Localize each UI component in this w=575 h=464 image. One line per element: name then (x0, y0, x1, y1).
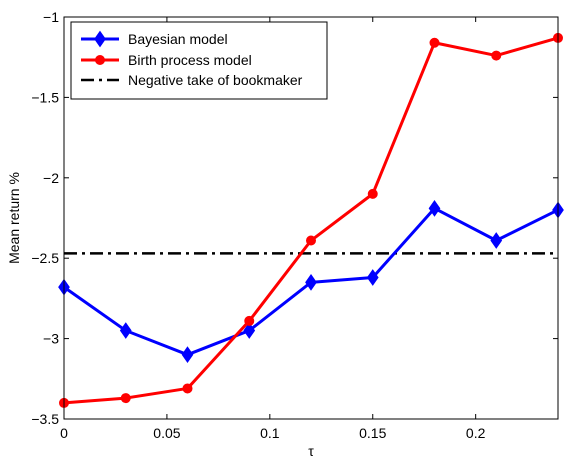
data-point (366, 269, 379, 286)
y-tick-label: −1.5 (31, 89, 59, 105)
legend-marker (95, 55, 105, 65)
data-point (428, 199, 441, 217)
data-point (119, 322, 132, 339)
y-tick-label: −3.5 (31, 411, 59, 427)
y-axis-label: Mean return % (6, 172, 22, 264)
x-tick-label: 0 (60, 425, 68, 441)
y-tick-label: −3 (43, 331, 59, 347)
data-point (244, 315, 255, 326)
data-point (181, 346, 194, 364)
legend: Bayesian model Birth process model Negativ… (70, 21, 328, 100)
series-layer (58, 32, 564, 408)
x-axis-label: τ (308, 443, 314, 459)
plot-frame (63, 16, 559, 420)
data-point (120, 393, 131, 404)
data-point (490, 232, 503, 249)
data-point (306, 235, 316, 246)
series-0 (58, 199, 564, 364)
x-tick-label: 0.1 (260, 425, 280, 441)
legend-label: Birth process model (128, 52, 252, 68)
series-1 (59, 32, 563, 408)
x-tick-label: 0.15 (359, 425, 386, 441)
legend-label: Negative take of bookmaker (128, 72, 303, 88)
data-point (305, 273, 317, 291)
legend-label: Bayesian model (128, 31, 228, 47)
data-point (243, 322, 256, 339)
data-point (429, 37, 440, 48)
x-axis: 0 0.05 0.1 0.15 0.2 (60, 17, 486, 441)
x-tick-label: 0.2 (466, 425, 486, 441)
data-point (182, 383, 193, 394)
data-point (367, 188, 378, 199)
legend-marker (94, 30, 106, 48)
y-tick-label: −2 (43, 170, 59, 186)
y-tick-label: −2.5 (31, 250, 59, 266)
y-tick-label: −1 (43, 9, 59, 25)
data-point (491, 50, 502, 61)
x-tick-label: 0.05 (153, 425, 180, 441)
y-axis: −3.5 −3 −2.5 −2 −1.5 −1 (31, 9, 558, 427)
